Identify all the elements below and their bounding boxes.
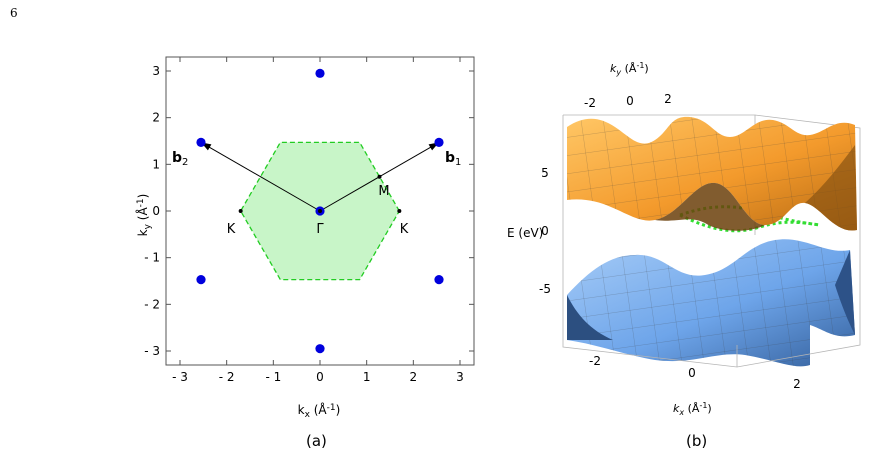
lattice-point-2 (196, 137, 206, 147)
lattice-point-1 (315, 68, 325, 78)
z-axis-label: E (eV) (507, 226, 543, 240)
k-right-label: K (400, 222, 409, 237)
lattice-point-7 (315, 344, 325, 354)
y-tick-label: 1 (152, 157, 160, 171)
gamma-label: Γ (316, 222, 324, 237)
ky-tick-label: 2 (664, 92, 672, 106)
bounding-box-front (562, 305, 861, 368)
x-axis-label: kx (Å-1) (298, 402, 341, 420)
x-tick-label: - 3 (172, 370, 188, 384)
m-label: M (378, 184, 389, 199)
x-tick-label: 3 (456, 370, 464, 384)
caption-b: (b) (686, 432, 708, 450)
x-tick-label: - 1 (265, 370, 281, 384)
upper-band-surface (567, 116, 857, 231)
band-structure-3d-plot: 5 0 -5 -2 0 2 -2 0 2 E (eV) kx (Å-1) ky (Å-1) (507, 61, 861, 417)
kx-axis-label: kx (Å-1) (673, 401, 712, 417)
y-ticks: - 3 - 2 - 1 0 1 2 3 (144, 64, 474, 358)
lattice-point-6 (434, 275, 444, 285)
high-symmetry-dot-4 (397, 209, 402, 213)
kx-tick-label: 0 (688, 366, 696, 380)
lattice-point-3 (434, 137, 444, 147)
reciprocal-vector-line-2 (200, 141, 321, 212)
z-tick-label: -5 (539, 282, 551, 296)
ky-ticks: -2 0 2 (584, 92, 672, 110)
high-symmetry-dot-3 (238, 209, 243, 213)
x-tick-label: 0 (316, 370, 324, 384)
kx-ticks: -2 0 2 (589, 354, 801, 391)
lower-band-surface (567, 239, 855, 367)
x-tick-label: 1 (363, 370, 371, 384)
y-tick-label: - 3 (144, 344, 160, 358)
x-tick-label: 2 (410, 370, 418, 384)
caption-a: (a) (306, 432, 327, 450)
z-tick-label: 0 (541, 224, 549, 238)
lattice-point-5 (196, 275, 206, 285)
z-tick-label: 5 (541, 166, 549, 180)
y-tick-label: 3 (152, 64, 160, 78)
b1-label: b1 (445, 150, 461, 168)
y-axis-label: ky (Å-1) (135, 194, 153, 237)
lattice-points (196, 68, 444, 354)
y-tick-label: - 1 (144, 251, 160, 265)
ky-tick-label: -2 (584, 96, 596, 110)
y-tick-label: 2 (152, 111, 160, 125)
brillouin-zone-plot: - 3 - 2 - 1 0 1 2 3 - 3 - 2 - 1 0 1 2 3 Γ M K K b1 b… (135, 56, 475, 420)
k-left-label: K (227, 222, 236, 237)
b2-label: b2 (172, 150, 188, 168)
page-number: 6 (10, 6, 18, 20)
x-ticks: - 3 - 2 - 1 0 1 2 3 (172, 57, 464, 384)
kx-tick-label: 2 (793, 377, 801, 391)
y-tick-label: 0 (152, 204, 160, 218)
x-tick-label: - 2 (219, 370, 235, 384)
z-ticks: 5 0 -5 (539, 166, 551, 296)
high-symmetry-dot-1 (318, 209, 322, 213)
high-symmetry-points (238, 174, 402, 213)
ky-tick-label: 0 (626, 94, 634, 108)
ky-axis-label: ky (Å-1) (610, 61, 649, 77)
high-symmetry-dot-2 (377, 174, 382, 179)
kx-tick-label: -2 (589, 354, 601, 368)
y-tick-label: - 2 (144, 297, 160, 311)
